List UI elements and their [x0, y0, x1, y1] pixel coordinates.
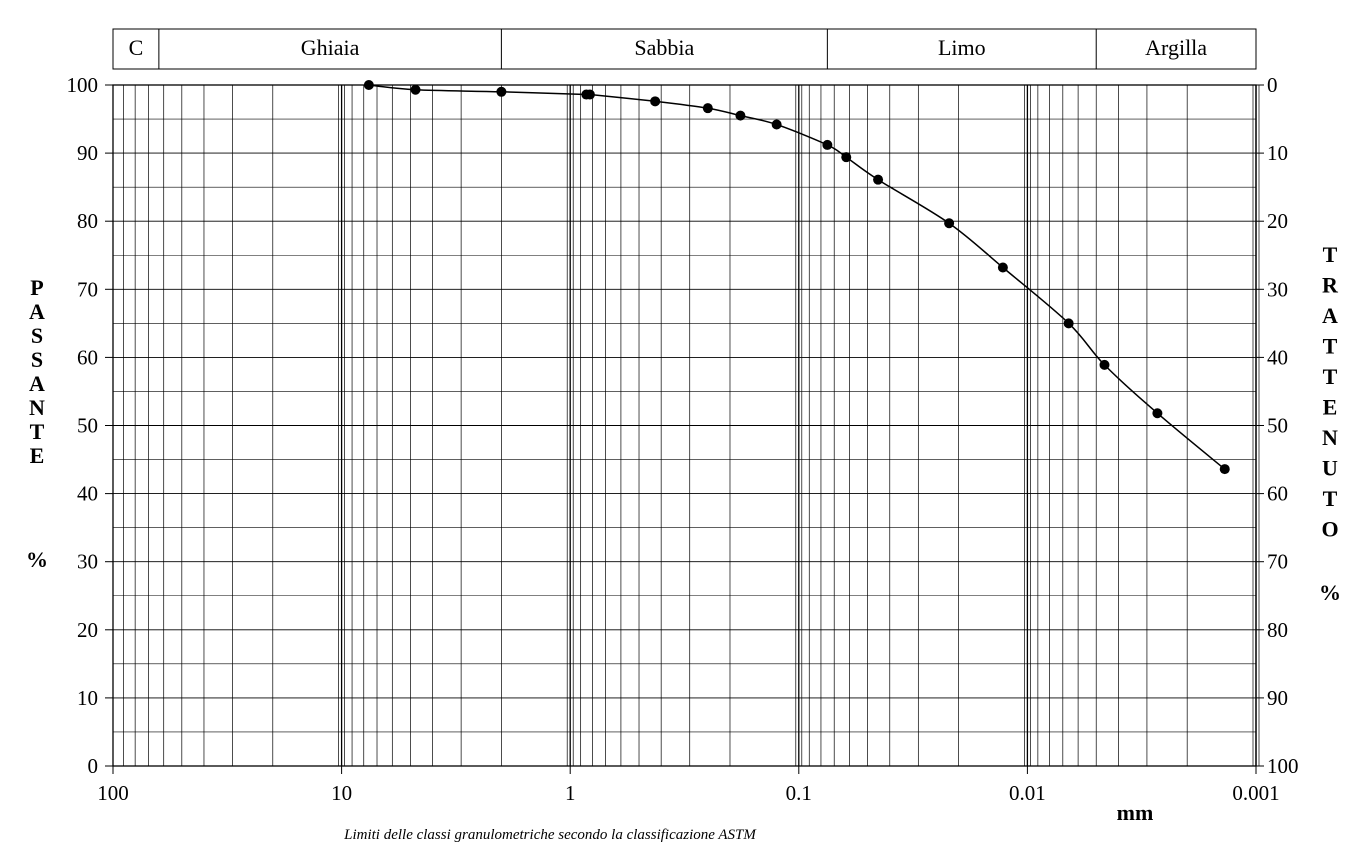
y-left-tick-label: 100: [67, 73, 99, 97]
band-frame: [112, 28, 1257, 70]
x-tick-label: 1: [565, 781, 576, 805]
y-left-tick-label: 30: [77, 550, 98, 574]
y-left-tick-label: 50: [77, 414, 98, 438]
y-right-tick-label: 50: [1267, 414, 1288, 438]
y-right-tick-label: 100: [1267, 754, 1299, 778]
y-left-tick-label: 70: [77, 277, 98, 301]
x-unit-label: mm: [1117, 800, 1154, 825]
y-right-tick-label: 80: [1267, 618, 1288, 642]
y-left-tick-label: 10: [77, 686, 98, 710]
y-right-tick-label: 70: [1267, 550, 1288, 574]
data-point: [496, 86, 507, 97]
data-point: [650, 96, 661, 107]
series-line: [368, 84, 1226, 470]
data-point: [944, 218, 955, 229]
data-point: [363, 80, 374, 90]
y-right-title-letter: T: [1323, 364, 1338, 389]
y-left-tick-label: 20: [77, 618, 98, 642]
axes-labels: 0102030405060708090100100908070605040302…: [26, 73, 1341, 805]
data-series: [363, 80, 1230, 475]
y-right-tick-label: 0: [1267, 73, 1278, 97]
band-label: Argilla: [1145, 35, 1207, 60]
y-left-title-percent: %: [26, 547, 48, 572]
y-right-tick-label: 90: [1267, 686, 1288, 710]
y-right-tick-label: 40: [1267, 345, 1288, 369]
y-left-title-letter: P: [30, 275, 43, 300]
data-point: [410, 84, 421, 95]
y-right-title-letter: T: [1323, 334, 1338, 359]
data-point: [1152, 408, 1163, 419]
data-point: [997, 262, 1008, 273]
x-tick-label: 0.001: [1232, 781, 1279, 805]
data-point: [584, 89, 595, 100]
y-left-title-letter: E: [30, 443, 45, 468]
footnote: Limiti delle classi granulometriche seco…: [343, 827, 757, 843]
data-point: [735, 110, 746, 121]
y-left-tick-label: 90: [77, 141, 98, 165]
data-point: [771, 119, 782, 130]
data-point: [1063, 318, 1074, 329]
y-right-tick-label: 30: [1267, 277, 1288, 301]
chart-grid: [113, 84, 1260, 767]
y-right-title-percent: %: [1319, 580, 1341, 605]
y-left-title-letter: N: [29, 395, 45, 420]
y-left-title-letter: S: [31, 323, 43, 348]
y-left-title-letter: T: [30, 419, 45, 444]
y-right-tick-label: 20: [1267, 209, 1288, 233]
x-tick-label: 0.1: [786, 781, 812, 805]
y-right-title-letter: N: [1322, 425, 1338, 450]
y-left-tick-label: 40: [77, 482, 98, 506]
x-tick-label: 100: [97, 781, 129, 805]
y-right-title-letter: A: [1322, 303, 1338, 328]
y-right-title-letter: R: [1322, 273, 1339, 298]
data-point: [1219, 464, 1230, 475]
data-point: [1099, 359, 1110, 370]
y-right-title-letter: E: [1323, 395, 1338, 420]
y-left-title-letter: A: [29, 299, 45, 324]
data-point: [822, 139, 833, 150]
band-label: C: [129, 35, 144, 60]
y-left-tick-label: 80: [77, 209, 98, 233]
y-left-tick-label: 60: [77, 345, 98, 369]
y-left-title-letter: S: [31, 347, 43, 372]
y-right-title-letter: U: [1322, 456, 1338, 481]
data-point: [873, 174, 884, 185]
band-label: Sabbia: [634, 35, 694, 60]
y-right-tick-label: 60: [1267, 482, 1288, 506]
x-tick-label: 10: [331, 781, 352, 805]
y-left-title-letter: A: [29, 371, 45, 396]
y-left-tick-label: 0: [88, 754, 99, 778]
x-tick-label: 0.01: [1009, 781, 1046, 805]
class-band-header: C Ghiaia Sabbia Limo Argilla: [112, 28, 1257, 70]
data-point: [702, 103, 713, 114]
y-right-title-letter: T: [1323, 242, 1338, 267]
band-label: Limo: [938, 35, 986, 60]
y-right-title-letter: T: [1323, 486, 1338, 511]
y-right-tick-label: 10: [1267, 141, 1288, 165]
y-right-title-letter: O: [1321, 517, 1338, 542]
data-point: [841, 152, 852, 163]
band-label: Ghiaia: [301, 35, 360, 60]
